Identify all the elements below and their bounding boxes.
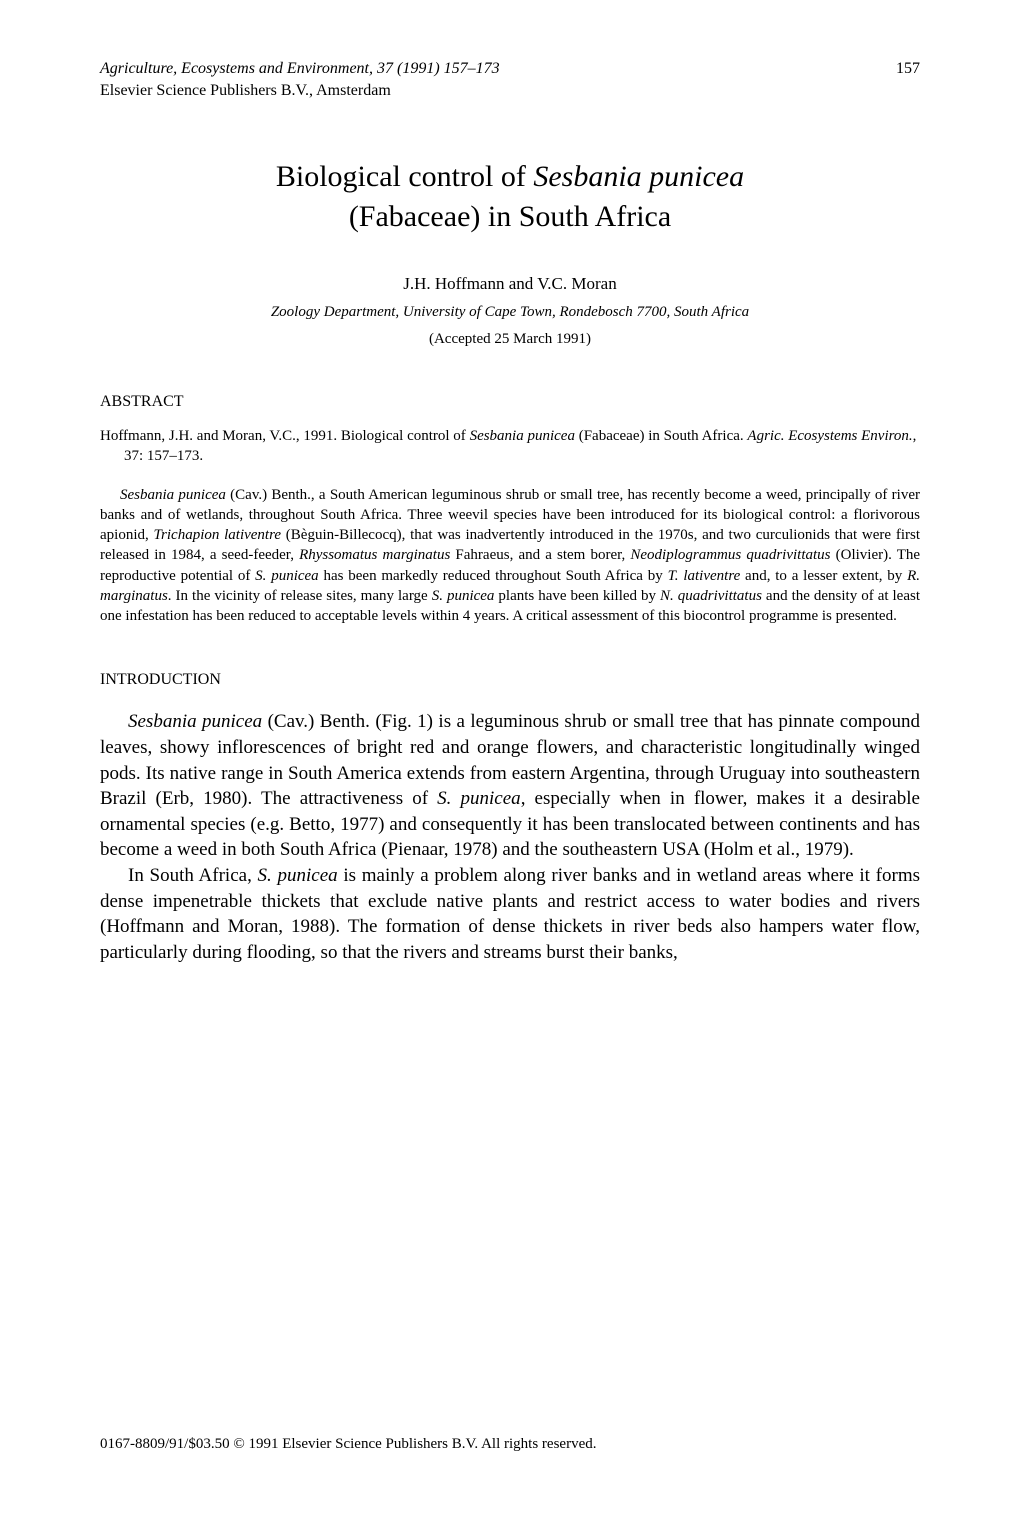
accepted-date: (Accepted 25 March 1991) <box>100 331 920 348</box>
abstract-text-6: and, to a lesser extent, by <box>740 568 907 584</box>
journal-citation: Agriculture, Ecosystems and Environment,… <box>100 60 500 78</box>
abstract-species-3: Rhyssomatus marginatus <box>299 547 450 563</box>
intro-species-1: Sesbania punicea <box>128 711 262 732</box>
abstract-species-1: Sesbania punicea <box>120 487 226 503</box>
intro-paragraph-2: In South Africa, S. punicea is mainly a … <box>100 863 920 966</box>
page-header: Agriculture, Ecosystems and Environment,… <box>100 60 920 78</box>
authors: J.H. Hoffmann and V.C. Moran <box>100 274 920 294</box>
intro-paragraph-1: Sesbania punicea (Cav.) Benth. (Fig. 1) … <box>100 709 920 863</box>
abstract-citation: Hoffmann, J.H. and Moran, V.C., 1991. Bi… <box>100 426 920 467</box>
abstract-body: Sesbania punicea (Cav.) Benth., a South … <box>100 485 920 627</box>
intro-text-3: In South Africa, <box>128 865 258 886</box>
abstract-species-4: Neodiplogrammus quadrivittatus <box>630 547 830 563</box>
abstract-species-6: T. lativentre <box>668 568 741 584</box>
abstract-species-5: S. punicea <box>255 568 319 584</box>
abstract-species-2: Trichapion lativentre <box>154 527 282 543</box>
affiliation: Zoology Department, University of Cape T… <box>100 304 920 321</box>
intro-species-2: S. punicea <box>437 788 521 809</box>
citation-species: Sesbania punicea <box>470 428 575 444</box>
abstract-heading: ABSTRACT <box>100 393 920 411</box>
citation-authors: Hoffmann, J.H. and Moran, V.C., 1991. Bi… <box>100 428 470 444</box>
abstract-species-9: N. quadrivittatus <box>660 588 762 604</box>
introduction-heading: INTRODUCTION <box>100 671 920 689</box>
article-title-line1: Biological control of Sesbania punicea <box>100 160 920 194</box>
abstract-text-8: plants have been killed by <box>494 588 660 604</box>
abstract-text-5: has been markedly reduced throughout Sou… <box>319 568 668 584</box>
title-species: Sesbania punicea <box>533 160 744 193</box>
copyright-footer: 0167-8809/91/$03.50 © 1991 Elsevier Scie… <box>100 1436 596 1453</box>
article-title-line2: (Fabaceae) in South Africa <box>100 200 920 234</box>
abstract-species-8: S. punicea <box>432 588 495 604</box>
publisher-line: Elsevier Science Publishers B.V., Amster… <box>100 82 920 100</box>
title-text: Biological control of <box>276 160 533 193</box>
citation-journal: Agric. Ecosystems Environ. <box>747 428 912 444</box>
abstract-text-3: Fahraeus, and a stem borer, <box>450 547 630 563</box>
page-number: 157 <box>896 60 920 78</box>
abstract-text-7: . In the vicinity of release sites, many… <box>168 588 432 604</box>
citation-mid: (Fabaceae) in South Africa. <box>575 428 747 444</box>
intro-species-3: S. punicea <box>258 865 338 886</box>
